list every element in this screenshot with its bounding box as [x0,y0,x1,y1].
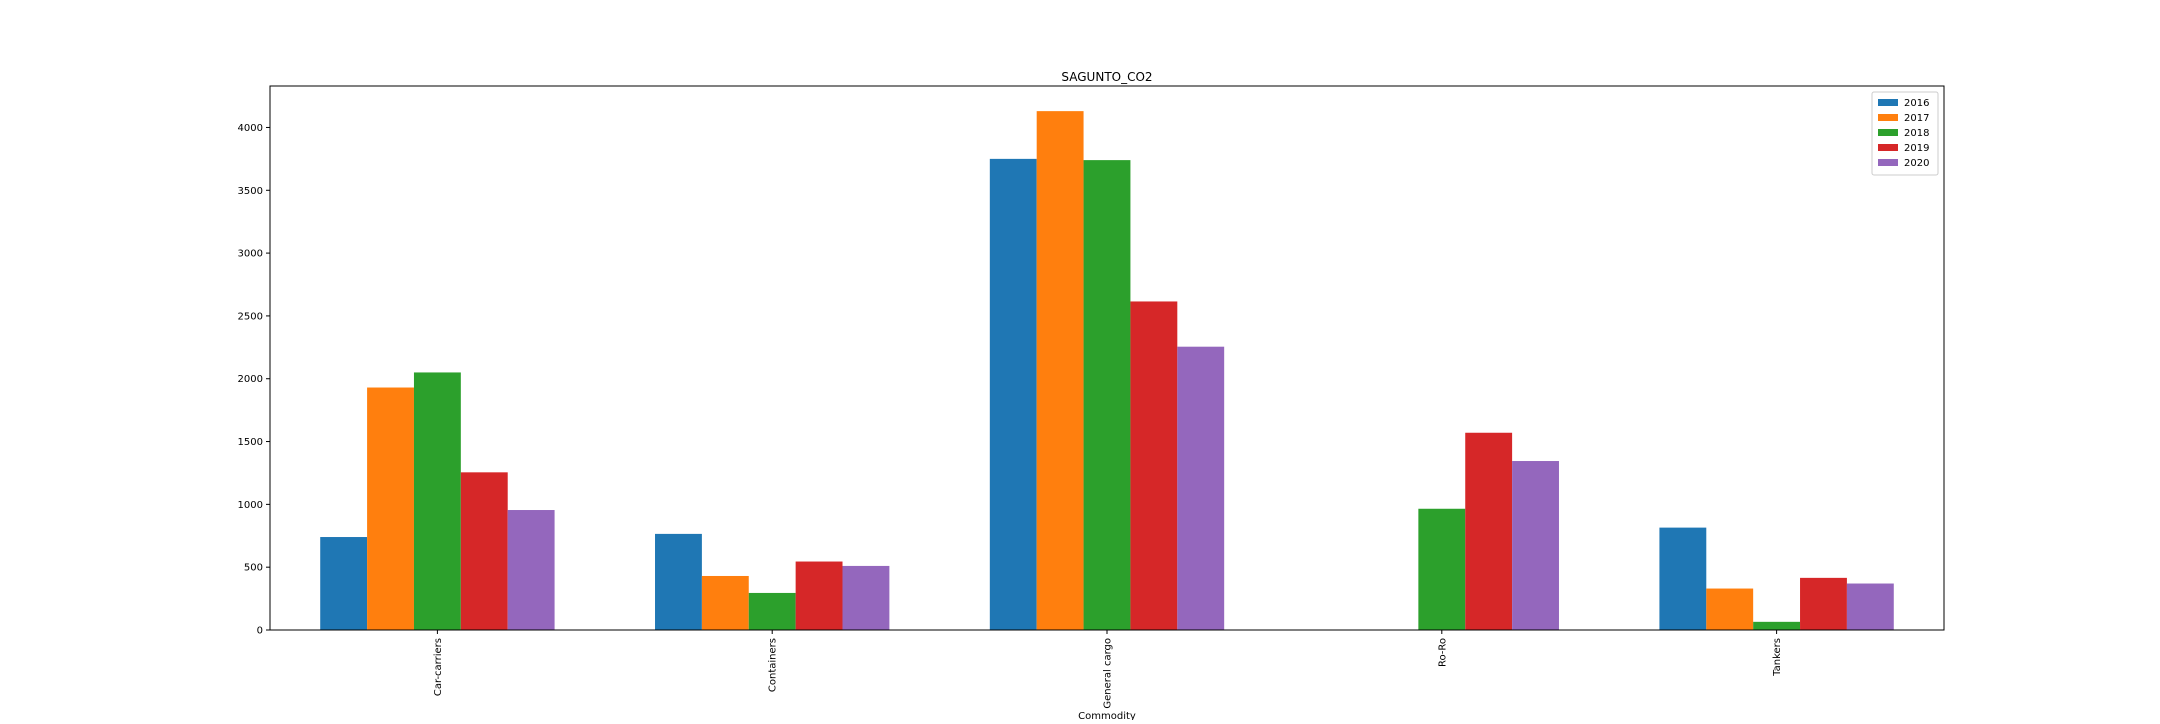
x-axis-label: Commodity [1078,711,1136,720]
bar [1846,583,1894,630]
bar [1512,461,1559,630]
y-tick-label: 2000 [238,374,263,385]
bar [1706,588,1754,630]
y-tick-label: 1000 [238,500,263,511]
y-tick-label: 3500 [238,186,263,197]
x-axis: Car-carriers Containers General cargo Ro-Ro… [433,630,1783,709]
bar [367,387,414,630]
legend-label: 2017 [1904,113,1929,124]
bar [1753,621,1801,630]
bar [460,472,508,630]
legend-label: 2020 [1904,158,1929,169]
legend-label: 2016 [1904,98,1929,109]
bar [1800,577,1847,630]
bars-group [320,111,1894,630]
bar [1083,160,1131,630]
bar [507,510,555,630]
bar [842,565,890,630]
bar [1465,432,1513,630]
y-tick-label: 0 [257,626,263,637]
legend-swatch [1878,99,1898,106]
bar [320,537,368,630]
y-axis: 0 500 1000 1500 2000 2500 3000 3500 4000 [238,123,270,637]
legend-label: 2018 [1904,128,1929,139]
legend-label: 2019 [1904,143,1929,154]
bar [413,372,461,630]
chart-title: SAGUNTO_CO2 [1061,70,1152,84]
y-tick-label: 2500 [238,311,263,322]
bar [1177,346,1225,630]
bar [1036,111,1084,630]
y-tick-label: 3000 [238,249,263,260]
y-tick-label: 4000 [238,123,263,134]
legend-swatch [1878,114,1898,121]
legend-swatch [1878,159,1898,166]
x-tick-label: Car-carriers [433,638,444,696]
legend: 2016 2017 2018 2019 2020 [1871,91,1939,176]
x-tick-label: Containers [768,638,779,692]
legend-swatch [1878,129,1898,136]
bar [1418,508,1466,630]
bar [795,561,843,630]
x-tick-label: Tankers [1772,638,1783,677]
bar [748,592,796,630]
legend-swatch [1878,144,1898,151]
bar [655,533,702,630]
bar [1659,527,1707,630]
legend-frame [1871,91,1939,176]
y-tick-label: 500 [244,563,263,574]
bar [989,158,1037,630]
bar [701,575,749,630]
x-tick-label: Ro-Ro [1437,638,1448,667]
y-tick-label: 1500 [238,437,263,448]
x-tick-label: General cargo [1103,638,1114,709]
bar [1130,301,1178,630]
